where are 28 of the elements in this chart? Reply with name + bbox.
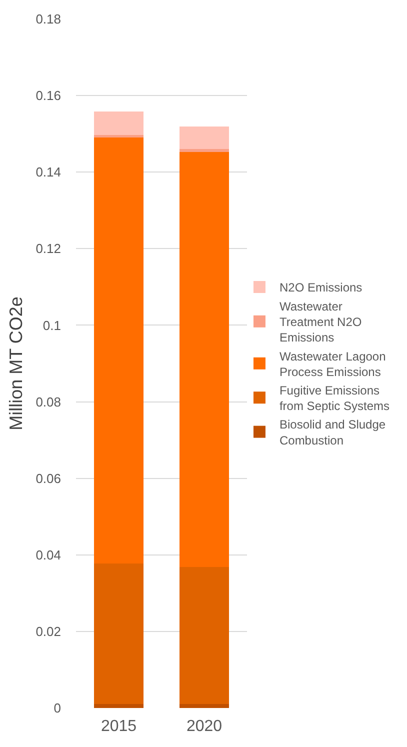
y-tick-label: 0.04 (36, 547, 61, 562)
bar (180, 567, 229, 704)
legend-label: Wastewater Lagoon Process Emissions (279, 349, 386, 379)
bar (180, 152, 229, 568)
bar (94, 134, 144, 138)
bar (94, 704, 144, 708)
legend-label: Biosolid and Sludge Combustion (279, 418, 386, 448)
y-tick-label: 0.12 (36, 241, 61, 256)
y-tick-label: 0.1 (42, 318, 61, 333)
legend-label: N2O Emissions (279, 280, 362, 295)
y-tick-label: 0.18 (36, 12, 61, 27)
x-tick-label: 2020 (186, 718, 222, 735)
y-tick-label: 0.14 (36, 164, 61, 180)
y-tick-label: 0.06 (36, 470, 61, 486)
bar (94, 564, 144, 704)
y-axis-title: Million MT CO2e (6, 296, 26, 430)
y-tick-label: 0.02 (36, 624, 61, 639)
y-tick-label: 0.16 (36, 88, 61, 104)
bar (94, 137, 144, 564)
x-tick-label: 2015 (100, 718, 137, 735)
bar (180, 148, 229, 152)
bar (180, 126, 229, 149)
bar (180, 704, 229, 708)
legend-label: Wastewater Treatment N2O Emissions (279, 299, 362, 345)
bar (94, 112, 144, 135)
y-tick-label: 0.08 (36, 394, 61, 410)
y-tick-label: 0 (54, 700, 61, 716)
legend-label: Fugitive Emissions from Septic Systems (279, 383, 390, 414)
